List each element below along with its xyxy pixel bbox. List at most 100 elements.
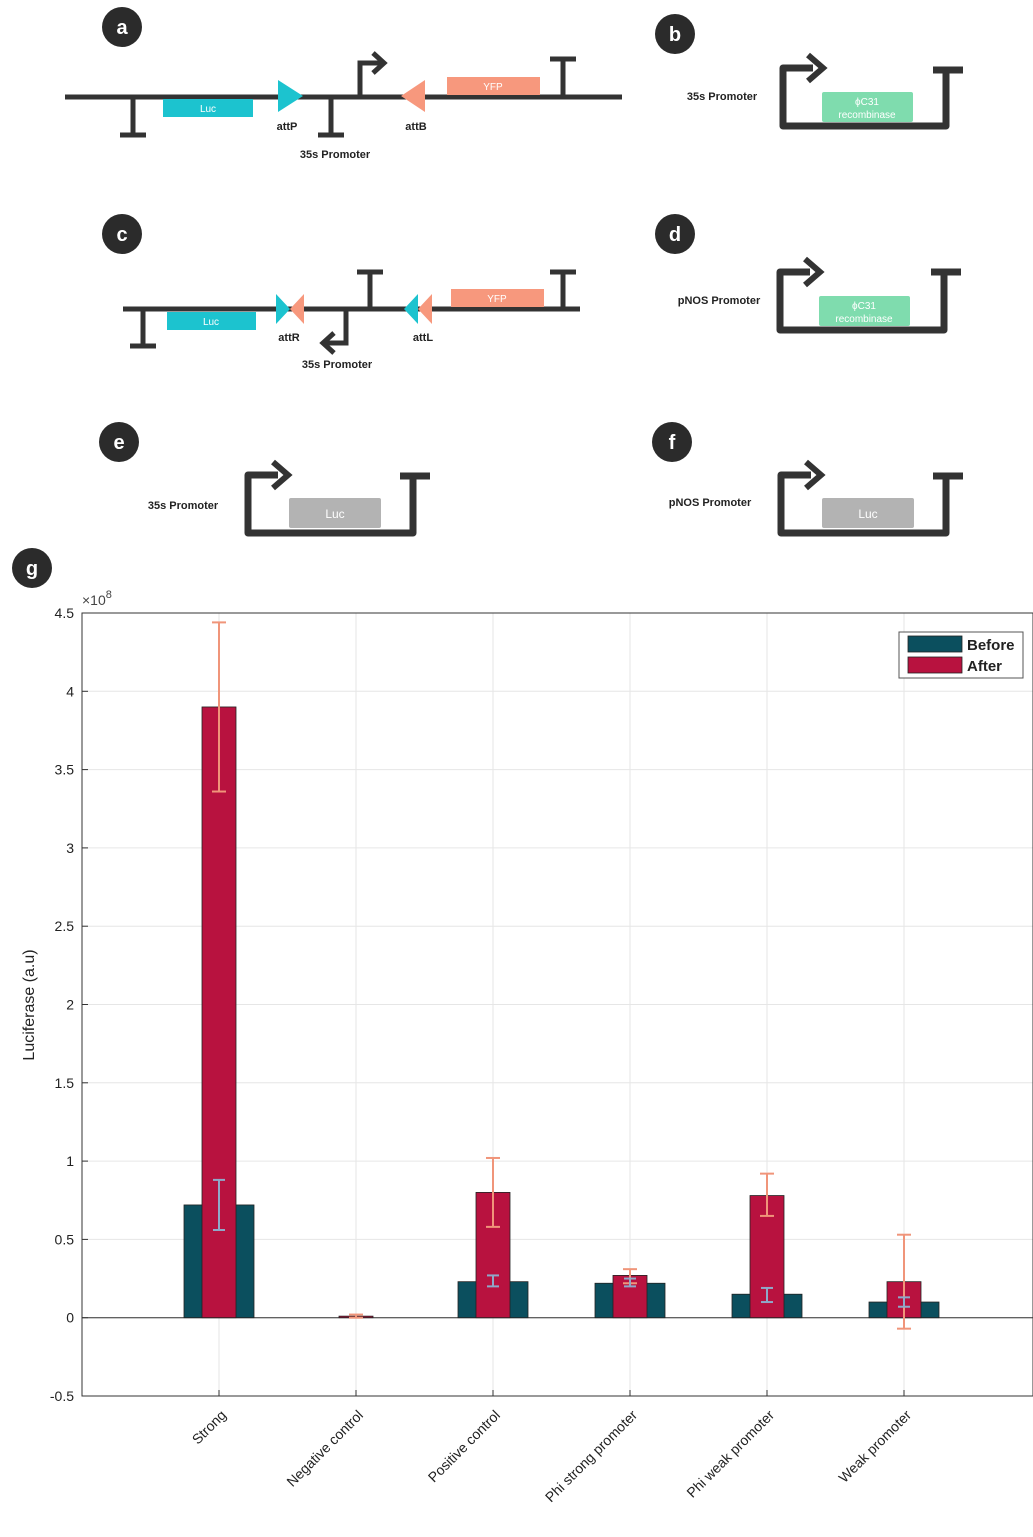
panel-e: e 35s Promoter Luc [99,422,430,537]
luc-gene [163,99,253,117]
legend-swatch-before [907,635,963,653]
construct-cassette [779,64,963,130]
gene-label-line1: ϕC31 [855,97,879,108]
construct-cassette [777,471,963,537]
y-tick-label: 3.5 [55,762,75,778]
recombinase-gene [822,92,913,122]
panel-a: a Luc attP 35s Promoter attB YFP [65,7,622,161]
panel-a-letter: a [116,17,128,39]
terminator-icon [120,97,146,138]
y-exponent-label: ×108 [82,589,112,608]
bar-chart: -0.5 0 0.5 1 1.5 2 2.5 3 3.5 4 4.5 ×108 Luciferase (… [21,589,1033,1505]
legend-swatch-after [907,656,963,674]
panel-b-badge [655,14,695,54]
terminator-icon [318,97,344,138]
y-tick-label: 1 [66,1153,74,1169]
attL-site-salmon-icon [418,294,432,324]
panel-f: f pNOS Promoter Luc [652,422,963,537]
panel-e-badge [99,422,139,462]
panel-b: b 35s Promoter ϕC31 recombinase [655,14,963,130]
legend-label-before: Before [967,637,1015,654]
x-tick-label: Strong [189,1407,229,1447]
panel-b-letter: b [669,24,681,46]
promoter-arrow-icon [357,60,381,97]
x-tick-label: Weak promoter [835,1407,914,1486]
luc-gene [167,312,256,330]
arrowhead-icon [804,459,826,491]
arrowhead-icon [806,52,828,84]
y-tick-label: -0.5 [50,1388,74,1404]
y-tick-label: 4 [66,683,74,699]
panel-e-letter: e [113,432,124,454]
x-tick-label: Phi weak promoter [683,1407,777,1501]
attR-site-salmon-icon [290,294,304,324]
terminator-icon [550,56,576,97]
attR-site-cyan-icon [276,294,290,324]
arrowhead-icon [319,331,336,355]
gene-label-line2: recombinase [838,110,896,121]
panel-d-badge [655,214,695,254]
promoter-label: pNOS Promoter [669,497,752,509]
y-tick-label: 0 [66,1310,74,1326]
gene-label-line2: recombinase [835,314,893,325]
x-tick-label: Negative control [283,1407,366,1490]
gene-label-line1: ϕC31 [852,301,876,312]
promoter-label: pNOS Promoter [678,295,761,307]
arrowhead-icon [803,256,825,288]
terminator-icon [550,269,576,309]
promoter-label: 35s Promoter [687,91,758,103]
yfp-gene [447,77,540,95]
construct-cassette [244,471,430,537]
luc-label: Luc [858,507,877,521]
promoter-label: 35s Promoter [300,149,371,161]
yfp-gene [451,289,544,307]
y-tick-label: 2.5 [55,918,75,934]
x-tick-label: Phi strong promoter [542,1407,640,1505]
yfp-label: YFP [483,82,503,93]
attL-site-cyan-icon [404,294,418,324]
arrowhead-icon [271,459,293,491]
panel-g: g -0.5 0 0.5 1 1.5 2 2.5 3 3.5 4 4.5 ×108 Luciferase… [12,548,1033,1505]
attB-site-icon [401,80,425,112]
yfp-label: YFP [487,294,507,305]
panel-f-letter: f [669,432,676,454]
y-tick-label: 3 [66,840,74,856]
attR-label: attR [278,332,299,344]
y-tick-label: 1.5 [55,1075,75,1091]
construct-cassette [776,268,961,334]
attL-label: attL [413,332,433,344]
luc-label: Luc [200,104,216,115]
promoter-arrow-icon [325,309,349,346]
panel-f-badge [652,422,692,462]
attP-site-icon [278,80,303,112]
panel-d-letter: d [669,224,681,246]
x-tick-label: Positive control [425,1407,503,1485]
luc-gene [822,498,914,528]
panel-a-badge [102,7,142,47]
y-axis-label: Luciferase (a.u) [21,949,38,1060]
exponent-base: ×10 [82,592,106,608]
y-tick-label: 4.5 [55,605,75,621]
y-tick-label: 0.5 [55,1231,75,1247]
luc-gene [289,498,381,528]
panel-d: d pNOS Promoter ϕC31 recombinase [655,214,961,334]
panel-g-letter: g [26,558,38,580]
y-tick-label: 2 [66,997,74,1013]
promoter-label: 35s Promoter [302,359,373,371]
attP-label: attP [277,121,298,133]
panel-c: c Luc attR 35s Promoter attL YFP [102,214,580,371]
recombinase-gene [819,296,910,326]
panel-g-badge [12,548,52,588]
panel-c-letter: c [116,224,127,246]
exponent-power: 8 [106,589,112,601]
attB-label: attB [405,121,426,133]
terminator-icon [357,269,383,309]
terminator-icon [130,309,156,349]
arrowhead-icon [371,51,388,75]
legend-label-after: After [967,658,1002,675]
luc-label: Luc [325,507,344,521]
luc-label: Luc [203,317,219,328]
promoter-label: 35s Promoter [148,500,219,512]
panel-c-badge [102,214,142,254]
